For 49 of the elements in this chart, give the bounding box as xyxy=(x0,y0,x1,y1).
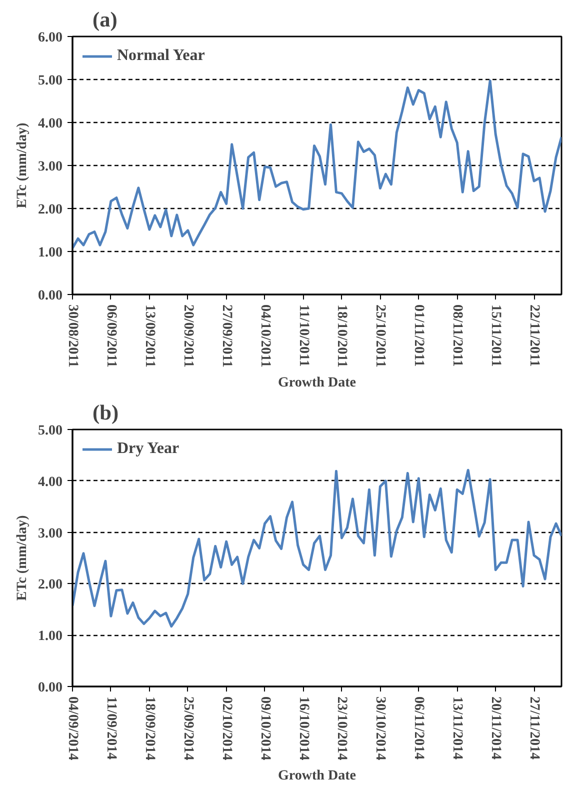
chart-title: (b) xyxy=(92,400,119,424)
x-tick-label: 11/10/2011 xyxy=(296,304,311,367)
y-tick-label: 4.00 xyxy=(38,474,62,490)
x-tick-label: 30/10/2014 xyxy=(372,696,388,760)
y-tick-label: 1.00 xyxy=(38,629,62,644)
x-tick-label: 06/11/2014 xyxy=(411,696,426,760)
x-tick-label: 13/09/2011 xyxy=(142,304,157,368)
x-tick-label: 18/09/2014 xyxy=(142,696,157,760)
y-tick-label: 0.00 xyxy=(38,680,62,696)
x-tick-label: 27/09/2011 xyxy=(218,304,234,368)
x-tick-label: 16/10/2014 xyxy=(296,696,311,760)
y-tick-label: 5.00 xyxy=(38,424,62,438)
x-tick-label: 04/09/2014 xyxy=(65,696,80,760)
x-tick-label: 09/10/2014 xyxy=(257,696,272,760)
x-tick-label: 23/10/2014 xyxy=(334,696,350,760)
y-tick-label: 2.00 xyxy=(38,578,62,593)
chart-title: (a) xyxy=(92,8,118,32)
y-tick-label: 4.00 xyxy=(38,116,62,132)
y-axis-title: ETc (mm/day) xyxy=(15,514,30,601)
y-tick-label: 1.00 xyxy=(38,246,62,260)
x-tick-label: 06/09/2011 xyxy=(103,304,118,368)
line-series xyxy=(72,468,562,628)
legend-label: Normal Year xyxy=(117,47,205,65)
y-tick-label: 3.00 xyxy=(38,160,62,174)
x-tick-label: 01/11/2011 xyxy=(411,304,426,367)
x-tick-label: 20/09/2011 xyxy=(180,304,196,368)
x-tick-label: 20/11/2014 xyxy=(488,696,504,760)
line-series xyxy=(72,80,562,250)
x-tick-label: 18/10/2011 xyxy=(334,304,350,368)
x-tick-label: 11/09/2014 xyxy=(103,696,118,760)
x-tick-label: 27/11/2014 xyxy=(526,696,542,760)
x-tick-label: 02/10/2014 xyxy=(218,696,234,760)
x-tick-label: 25/09/2014 xyxy=(180,696,196,760)
x-axis-title: Growth Date xyxy=(278,768,356,784)
x-tick-label: 30/08/2011 xyxy=(65,304,80,368)
legend-label: Dry Year xyxy=(117,440,180,458)
y-axis-title: ETc (mm/day) xyxy=(15,122,30,208)
x-tick-label: 25/10/2011 xyxy=(372,304,388,368)
y-tick-label: 3.00 xyxy=(38,526,62,542)
x-tick-label: 13/11/2014 xyxy=(450,696,465,760)
y-tick-label: 6.00 xyxy=(38,30,62,46)
x-tick-label: 22/11/2011 xyxy=(526,304,542,367)
x-axis-title: Growth Date xyxy=(278,376,356,391)
y-tick-label: 2.00 xyxy=(38,202,62,218)
x-tick-label: 15/11/2011 xyxy=(488,304,504,367)
y-tick-label: 5.00 xyxy=(38,74,62,88)
x-tick-label: 04/10/2011 xyxy=(257,304,272,368)
x-tick-label: 08/11/2011 xyxy=(450,304,465,367)
y-tick-label: 0.00 xyxy=(38,288,62,304)
